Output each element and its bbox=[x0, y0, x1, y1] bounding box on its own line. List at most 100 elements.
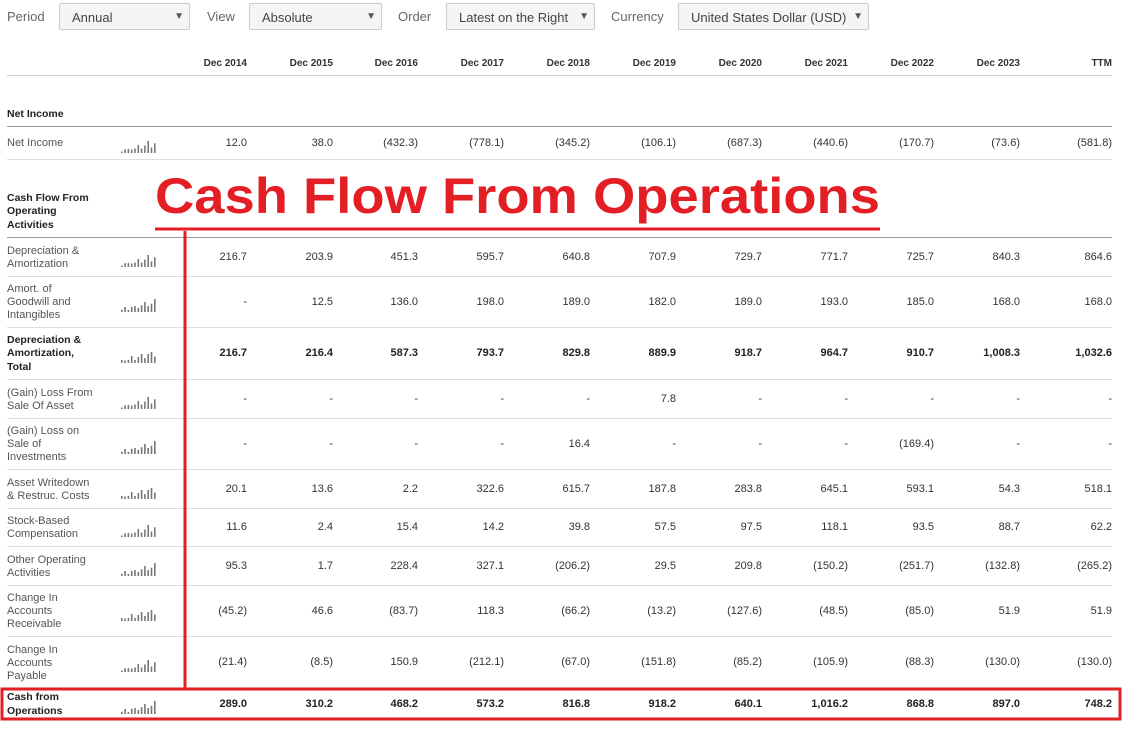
cell: 57.5 bbox=[654, 521, 676, 533]
sparkline-bar bbox=[121, 535, 123, 537]
sparkline-bar bbox=[154, 662, 156, 672]
column-header: Dec 2019 bbox=[632, 58, 676, 69]
table-row: Depreciation & Amortization 216.7 203.9 451.… bbox=[7, 238, 1112, 277]
sparkline-bar bbox=[130, 448, 133, 454]
cell: - bbox=[414, 392, 418, 405]
dropdown-value[interactable]: Absolute bbox=[262, 10, 313, 25]
cell: (130.0) bbox=[985, 656, 1020, 668]
sparkline bbox=[121, 660, 156, 672]
sparkline-bar bbox=[150, 303, 153, 312]
sparkline-bar bbox=[137, 614, 140, 621]
dropdown-value[interactable]: Annual bbox=[72, 10, 113, 25]
cell: (170.7) bbox=[899, 136, 934, 149]
row-label-line: Stock-Based bbox=[7, 515, 70, 527]
sparkline-bar bbox=[121, 151, 123, 153]
row-label-line: Net Income bbox=[7, 137, 64, 149]
sparkline-bar bbox=[154, 256, 156, 267]
dropdown[interactable]: Absolute ▼ bbox=[249, 3, 382, 30]
sparkline-bar bbox=[124, 448, 126, 454]
sparkline-bar bbox=[124, 708, 126, 714]
row-label: (Gain) Loss on Sale of Investments bbox=[7, 419, 117, 469]
sparkline-bar bbox=[137, 258, 140, 267]
sparkline-bar bbox=[140, 148, 143, 153]
row-label: Depreciation & Amortization, Total bbox=[7, 328, 117, 379]
sparkline-bar bbox=[144, 615, 146, 621]
row-label: Change In Accounts Receivable bbox=[7, 586, 117, 636]
sparkline-bar bbox=[140, 706, 143, 714]
sparkline-bar bbox=[130, 613, 133, 621]
sparkline-bar bbox=[150, 531, 153, 537]
cell: 95.3 bbox=[225, 559, 247, 572]
sparkline-bar bbox=[147, 489, 149, 499]
cell: 16.4 bbox=[568, 437, 590, 450]
sparkline-bar bbox=[144, 358, 146, 363]
sparkline-bar bbox=[124, 404, 126, 409]
sparkline-bar bbox=[130, 533, 133, 537]
cell: 771.7 bbox=[820, 250, 848, 263]
sparkline-bar bbox=[154, 492, 156, 499]
sparkline-bar bbox=[127, 711, 130, 714]
dropdown-arrow[interactable]: ▼ bbox=[366, 11, 376, 22]
cell: 216.7 bbox=[219, 250, 247, 263]
sparkline-bar bbox=[154, 398, 156, 409]
dropdown-value[interactable]: Latest on the Right bbox=[459, 10, 569, 25]
dropdown-arrow[interactable]: ▼ bbox=[853, 11, 863, 22]
control-label: Period bbox=[7, 9, 45, 24]
sparkline bbox=[121, 254, 156, 267]
cell: 38.0 bbox=[311, 136, 333, 149]
dropdown[interactable]: United States Dollar (USD) ▼ bbox=[678, 3, 869, 30]
dropdown-value[interactable]: United States Dollar (USD) bbox=[691, 10, 847, 25]
cell: (106.1) bbox=[641, 136, 676, 149]
table-row: (Gain) Loss From Sale Of Asset - - - - - 7.8 - - -… bbox=[7, 380, 1112, 419]
row-label-line: & Restruc. Costs bbox=[7, 489, 90, 502]
sparkline-bar bbox=[150, 666, 153, 672]
row-label-line: Change In bbox=[7, 592, 58, 604]
sparkline-bar bbox=[147, 569, 149, 576]
dropdown[interactable]: Latest on the Right ▼ bbox=[446, 3, 595, 30]
column-header: Dec 2021 bbox=[804, 58, 848, 69]
cell: 729.7 bbox=[734, 250, 762, 263]
sparkline-bar bbox=[130, 263, 133, 267]
section-title-line: Activities bbox=[7, 218, 54, 231]
cell: (440.6) bbox=[813, 136, 848, 149]
sparkline-bar bbox=[121, 573, 123, 576]
dropdown-arrow[interactable]: ▼ bbox=[174, 11, 184, 22]
cell: - bbox=[243, 392, 247, 405]
sparkline-bar bbox=[127, 668, 130, 672]
dropdown[interactable]: Annual ▼ bbox=[59, 3, 190, 30]
sparkline-bar bbox=[137, 529, 140, 537]
row-label-line: Other Operating bbox=[7, 553, 86, 566]
cell: 707.9 bbox=[648, 250, 676, 263]
sparkline-bar bbox=[130, 708, 133, 714]
sparkline-bar bbox=[147, 254, 149, 267]
sparkline-bar bbox=[121, 617, 123, 621]
cell: 918.2 bbox=[648, 697, 676, 710]
sparkline-bar bbox=[134, 495, 136, 499]
sparkline-bar bbox=[144, 145, 146, 153]
cell: (169.4) bbox=[899, 437, 934, 450]
table-row: Other Operating Activities 95.3 1.7 228.4 327… bbox=[7, 547, 1112, 586]
sparkline-bar bbox=[127, 360, 130, 363]
cell: 39.8 bbox=[568, 521, 590, 533]
row-label-line: Amortization, bbox=[7, 347, 75, 360]
cell: 20.1 bbox=[225, 482, 247, 495]
cell: 51.9 bbox=[998, 604, 1020, 617]
sparkline-bar bbox=[140, 354, 143, 363]
cell: - bbox=[500, 437, 504, 450]
cell: - bbox=[844, 392, 848, 405]
cell: - bbox=[1108, 437, 1112, 450]
sparkline-bar bbox=[137, 144, 140, 153]
sparkline-bar bbox=[154, 356, 156, 363]
cell: 1,032.6 bbox=[1075, 347, 1112, 359]
sparkline-bar bbox=[150, 567, 153, 576]
row-label-line: Cash from bbox=[7, 691, 59, 703]
cell: (345.2) bbox=[555, 136, 590, 149]
sparkline-bar bbox=[154, 440, 156, 454]
cell: 451.3 bbox=[390, 250, 418, 263]
cell: 216.4 bbox=[305, 347, 333, 359]
sparkline-bar bbox=[147, 447, 149, 454]
sparkline-bar bbox=[127, 533, 130, 537]
dropdown-arrow[interactable]: ▼ bbox=[579, 11, 589, 22]
sparkline-bar bbox=[134, 569, 136, 576]
